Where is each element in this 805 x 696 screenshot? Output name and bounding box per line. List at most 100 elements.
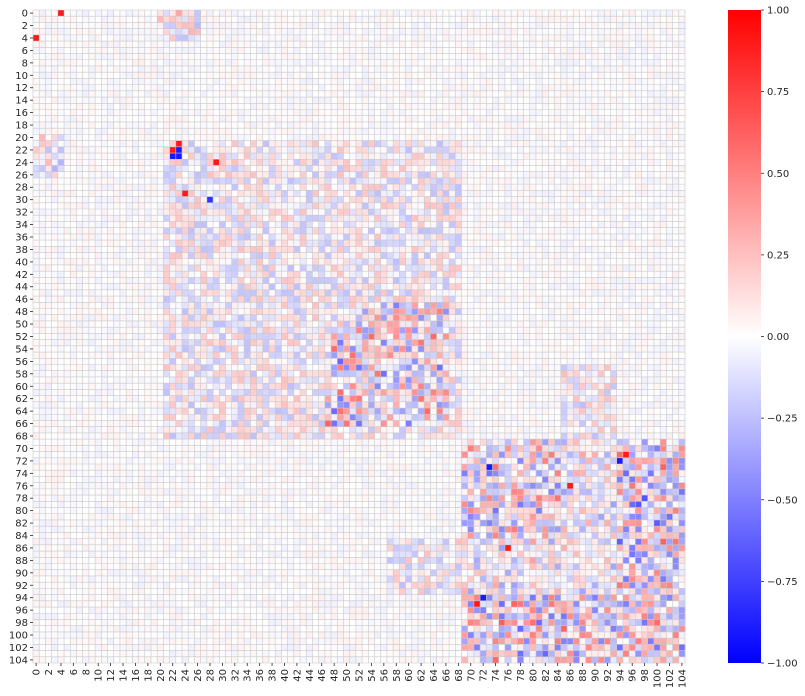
heatmap-cell — [430, 10, 437, 17]
heatmap-cell — [45, 202, 52, 210]
heatmap-cell — [349, 302, 357, 309]
heatmap-cell — [461, 165, 468, 172]
heatmap-cell — [467, 22, 475, 29]
heatmap-cell — [430, 109, 437, 117]
heatmap-cell — [324, 277, 332, 284]
heatmap-cell — [107, 240, 115, 247]
heatmap-cell — [275, 78, 282, 85]
heatmap-cell — [430, 128, 437, 135]
heatmap-cell — [442, 65, 450, 73]
heatmap-cell — [573, 59, 580, 67]
heatmap-cell — [653, 22, 661, 29]
heatmap-cell — [529, 121, 537, 129]
heatmap-cell — [436, 159, 444, 166]
heatmap-cell — [318, 171, 326, 179]
heatmap-cell — [467, 65, 475, 73]
heatmap-cell — [554, 289, 562, 297]
heatmap-cell — [411, 41, 419, 48]
heatmap-cell — [95, 215, 102, 222]
heatmap-cell — [318, 146, 326, 154]
heatmap-cell — [300, 196, 307, 204]
heatmap-cell — [554, 215, 562, 222]
heatmap-cell — [386, 215, 394, 222]
heatmap-cell — [486, 215, 493, 222]
heatmap-cell — [417, 59, 425, 67]
heatmap-cell — [206, 277, 214, 284]
heatmap-cell — [219, 34, 226, 42]
heatmap-cell — [138, 159, 146, 166]
heatmap-cell — [480, 171, 487, 179]
heatmap-cell — [244, 240, 251, 247]
heatmap-cell — [275, 177, 282, 185]
heatmap-cell — [480, 121, 487, 129]
heatmap-cell — [480, 134, 487, 141]
heatmap-cell — [237, 221, 245, 228]
heatmap-cell — [225, 72, 233, 79]
heatmap-cell — [39, 121, 46, 129]
heatmap-cell — [157, 41, 164, 48]
heatmap-cell — [312, 78, 319, 85]
heatmap-cell — [567, 252, 574, 260]
heatmap-cell — [225, 134, 233, 141]
heatmap-cell — [362, 22, 369, 29]
heatmap-cell — [237, 97, 245, 104]
heatmap-cell — [399, 65, 406, 73]
heatmap-cell — [523, 159, 531, 166]
heatmap-cell — [101, 233, 108, 241]
heatmap-cell — [678, 190, 686, 197]
heatmap-cell — [231, 65, 239, 73]
heatmap-cell — [39, 289, 46, 297]
heatmap-cell — [182, 215, 189, 222]
heatmap-cell — [57, 252, 65, 260]
heatmap-cell — [393, 264, 400, 272]
heatmap-cell — [244, 202, 251, 210]
heatmap-cell — [281, 296, 288, 303]
heatmap-cell — [430, 78, 437, 85]
heatmap-cell — [318, 202, 326, 210]
heatmap-cell — [455, 196, 462, 204]
heatmap-cell — [126, 196, 133, 204]
heatmap-cell — [424, 258, 431, 266]
heatmap-cell — [188, 177, 195, 185]
heatmap-cell — [331, 221, 338, 228]
heatmap-cell — [138, 16, 146, 23]
heatmap-cell — [70, 252, 77, 260]
heatmap-cell — [64, 34, 71, 42]
heatmap-cell — [585, 171, 593, 179]
heatmap-cell — [107, 184, 115, 191]
heatmap-cell — [268, 233, 276, 241]
heatmap-cell — [113, 246, 121, 253]
heatmap-cell — [492, 190, 500, 197]
heatmap-cell — [374, 134, 382, 141]
heatmap-cell — [237, 47, 245, 54]
heatmap-cell — [57, 271, 65, 278]
heatmap-cell — [76, 22, 83, 29]
heatmap-cell — [598, 190, 605, 197]
heatmap-cell — [231, 233, 239, 241]
heatmap-cell — [76, 277, 83, 284]
heatmap-cell — [138, 34, 146, 42]
heatmap-cell — [45, 65, 52, 73]
heatmap-cell — [455, 233, 462, 241]
heatmap-cell — [529, 240, 537, 247]
heatmap-cell — [436, 252, 444, 260]
heatmap-cell — [268, 103, 276, 110]
heatmap-cell — [318, 258, 326, 266]
heatmap-cell — [355, 47, 363, 54]
heatmap-cell — [144, 90, 152, 98]
heatmap-cell — [206, 78, 214, 85]
heatmap-cell — [95, 16, 102, 23]
heatmap-cell — [163, 128, 170, 135]
heatmap-cell — [64, 41, 71, 48]
heatmap-cell — [268, 128, 276, 135]
heatmap-cell — [399, 84, 406, 92]
heatmap-cell — [194, 153, 201, 160]
heatmap-cell — [355, 264, 363, 272]
heatmap-cell — [480, 78, 487, 85]
heatmap-cell — [635, 140, 642, 148]
heatmap-cell — [262, 109, 270, 117]
heatmap-cell — [300, 97, 307, 104]
heatmap-cell — [275, 277, 282, 284]
heatmap-cell — [33, 258, 40, 266]
heatmap-cell — [616, 134, 624, 141]
